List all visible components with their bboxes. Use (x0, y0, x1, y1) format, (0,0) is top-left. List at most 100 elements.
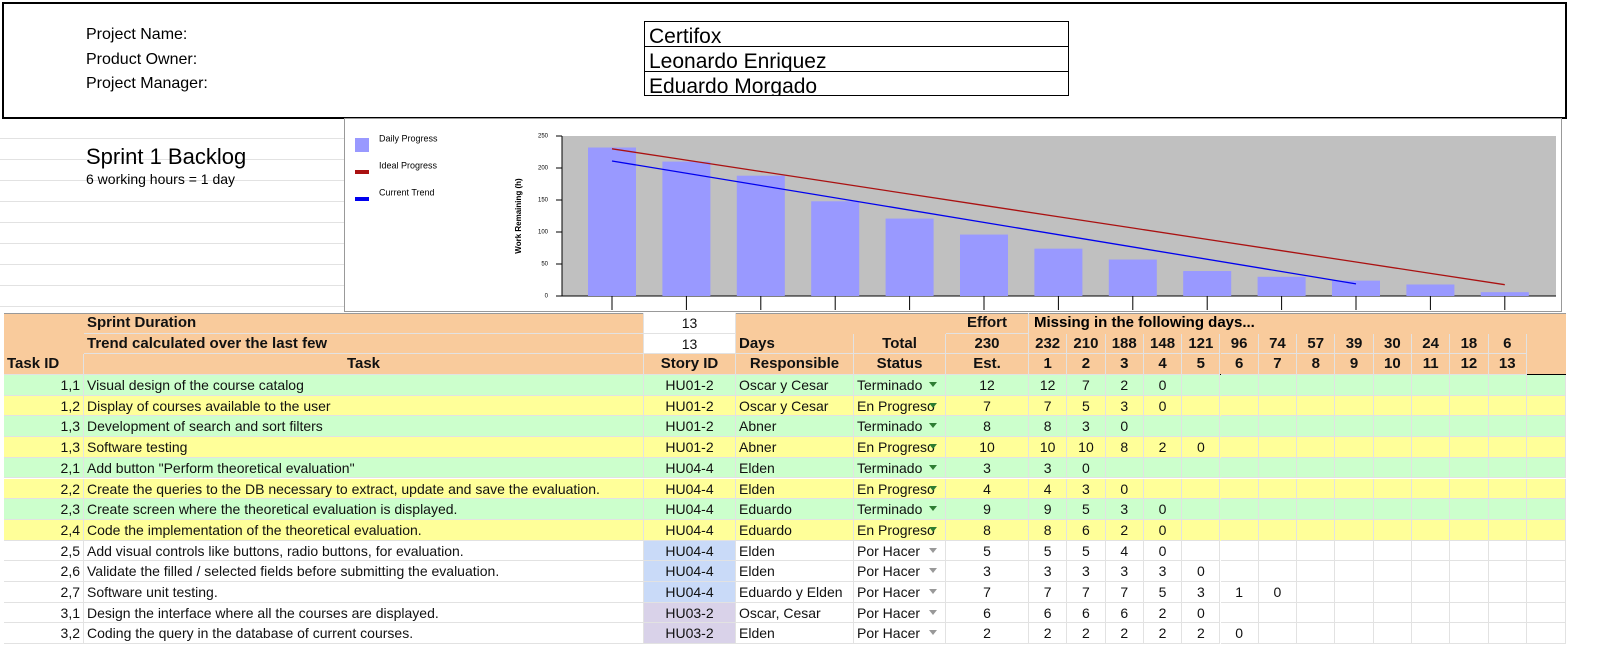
story-id: HU04-4 (644, 582, 736, 603)
remaining (1335, 540, 1374, 562)
estimate: 2 (946, 623, 1029, 645)
story-id: HU01-2 (644, 416, 736, 438)
remaining (1297, 561, 1336, 582)
dropdown-arrow[interactable] (929, 382, 937, 387)
estimate: 12 (946, 375, 1029, 396)
remaining (1373, 395, 1412, 417)
dropdown-arrow[interactable] (929, 609, 937, 615)
y-tick-label: 100 (538, 230, 549, 236)
remaining: 3 (1067, 478, 1106, 500)
legend-swatch (355, 170, 369, 174)
dropdown-arrow[interactable] (929, 589, 937, 594)
remaining: 6 (1105, 602, 1144, 624)
remaining (1258, 457, 1298, 479)
remaining (1412, 623, 1451, 645)
task: Validate the filled / selected fields be… (84, 561, 644, 582)
remaining (1488, 582, 1527, 603)
dropdown-arrow[interactable] (929, 568, 937, 574)
remaining (1450, 561, 1489, 582)
project-label: Project Name: (86, 26, 188, 43)
label: Trend calculated over the last few (84, 333, 644, 355)
remaining: 5 (1143, 582, 1183, 603)
remaining (1220, 457, 1259, 479)
remaining: 3 (1143, 561, 1183, 582)
estimate: 10 (946, 437, 1029, 458)
remaining (1220, 437, 1259, 458)
remaining (1335, 623, 1374, 645)
task-id: 2,2 (4, 478, 84, 500)
column-header: Responsible (736, 354, 854, 376)
remaining: 5 (1067, 499, 1106, 520)
story-id: HU04-4 (644, 540, 736, 562)
dropdown-arrow[interactable] (929, 547, 937, 553)
responsible: Oscar y Cesar (736, 375, 854, 396)
dropdown-arrow[interactable] (929, 485, 937, 491)
remaining (1412, 437, 1451, 458)
remaining (1450, 519, 1489, 541)
remaining (1143, 478, 1183, 500)
remaining (1412, 395, 1451, 417)
remaining (1182, 375, 1221, 396)
bar (1108, 259, 1157, 296)
remaining (1297, 499, 1336, 520)
remaining: 7 (1067, 582, 1106, 603)
remaining (1335, 499, 1374, 520)
remaining (1143, 457, 1183, 479)
dropdown-arrow[interactable] (929, 630, 937, 636)
spare (1526, 478, 1566, 500)
day-header: 6 (1220, 354, 1259, 376)
remaining (1488, 437, 1527, 458)
remaining: 8 (1029, 416, 1068, 438)
remaining (1258, 416, 1298, 438)
remaining (1220, 375, 1259, 396)
remaining: 5 (1067, 395, 1106, 417)
dropdown-arrow[interactable] (929, 402, 937, 408)
header-band (4, 313, 1566, 375)
remaining (1220, 519, 1259, 541)
story-id: HU04-4 (644, 561, 736, 582)
responsible: Eduardo (736, 499, 854, 520)
remaining: 0 (1143, 499, 1183, 520)
task-id: 3,1 (4, 602, 84, 624)
status: Por Hacer (854, 623, 946, 645)
total: 230 (946, 333, 1029, 355)
remaining: 2 (1182, 623, 1221, 645)
remaining: 2 (1143, 623, 1183, 645)
task: Software testing (84, 437, 644, 458)
spare (1526, 540, 1566, 562)
spare (1526, 582, 1566, 603)
remaining (1450, 582, 1489, 603)
remaining (1335, 375, 1374, 396)
remaining (1258, 623, 1298, 645)
dropdown-arrow[interactable] (929, 444, 937, 450)
task-id: 3,2 (4, 623, 84, 645)
remaining (1258, 437, 1298, 458)
task-id: 1,3 (4, 416, 84, 438)
remaining: 8 (1105, 437, 1144, 458)
column-header: Status (854, 354, 946, 376)
remaining (1297, 582, 1336, 603)
dropdown-arrow[interactable] (929, 464, 937, 470)
remaining (1488, 540, 1527, 562)
remaining (1488, 457, 1527, 479)
task-id: 2,3 (4, 499, 84, 520)
bar (1406, 284, 1455, 296)
task-id: 2,7 (4, 582, 84, 603)
spare (1526, 375, 1566, 396)
remaining (1335, 395, 1374, 417)
spare (1526, 561, 1566, 582)
remaining (1335, 478, 1374, 500)
dropdown-arrow[interactable] (929, 506, 937, 512)
dropdown-arrow[interactable] (929, 526, 937, 532)
remaining-total: 6 (1488, 333, 1527, 355)
remaining (1373, 540, 1412, 562)
sprint-duration: 13 (644, 313, 736, 334)
remaining (1373, 561, 1412, 582)
remaining-total: 148 (1143, 333, 1183, 355)
remaining (1220, 540, 1259, 562)
story-id: HU01-2 (644, 437, 736, 458)
remaining (1297, 478, 1336, 500)
dropdown-arrow[interactable] (929, 423, 937, 429)
remaining (1412, 457, 1451, 479)
remaining: 0 (1182, 437, 1221, 458)
